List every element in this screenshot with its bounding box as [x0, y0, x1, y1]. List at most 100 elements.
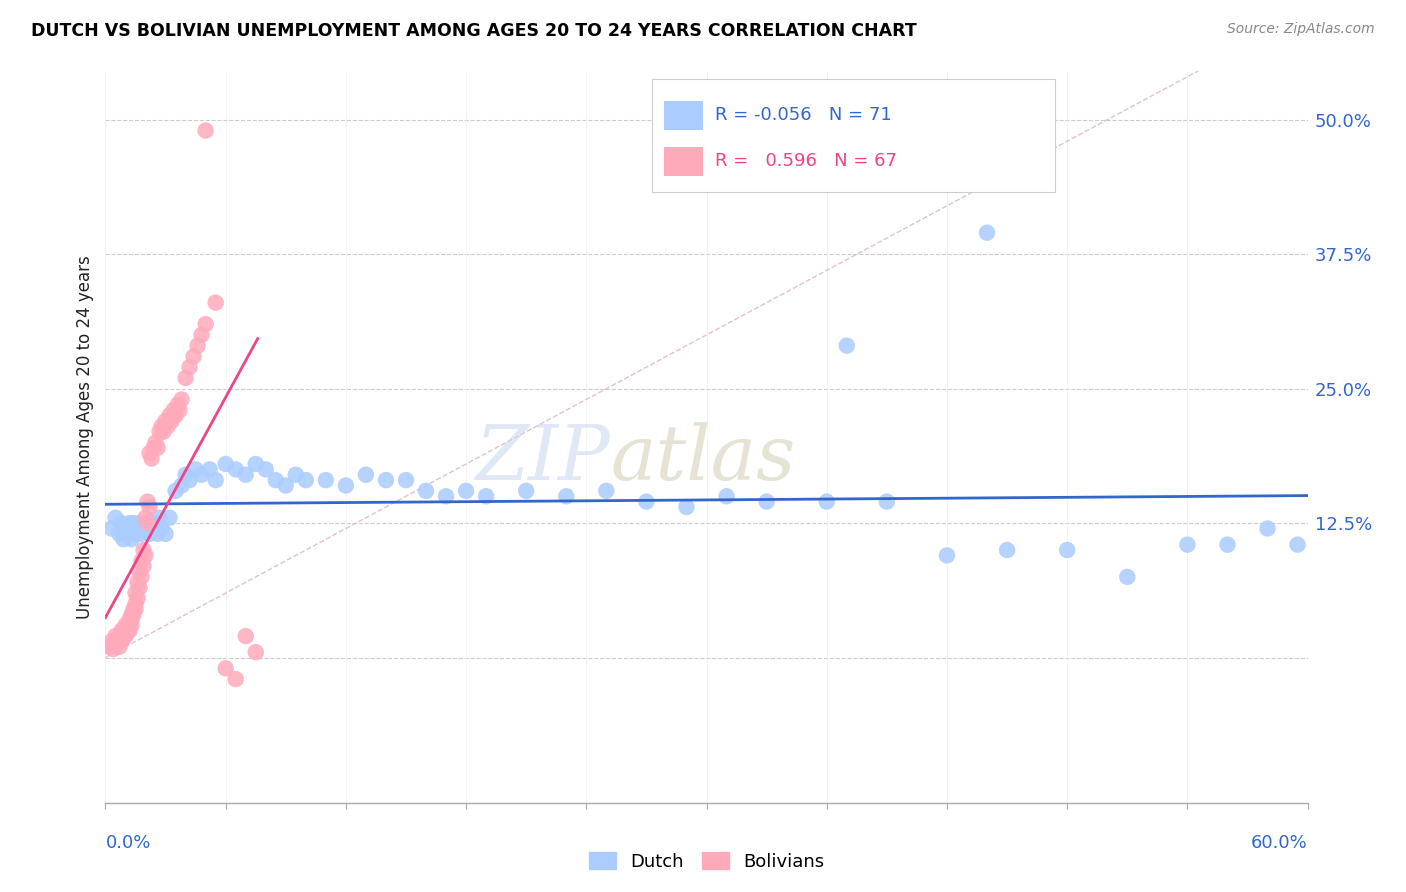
Point: [110, 516, 132, 530]
Point: [675, 500, 697, 514]
Point: [835, 339, 858, 353]
Point: [274, 478, 297, 492]
Point: [114, 629, 136, 643]
Point: [264, 473, 287, 487]
Legend: Dutch, Bolivians: Dutch, Bolivians: [582, 846, 831, 878]
Point: [245, 457, 267, 471]
Point: [179, 360, 201, 375]
Text: atlas: atlas: [610, 422, 796, 496]
Point: [415, 483, 437, 498]
Point: [118, 516, 141, 530]
Text: 0.0%: 0.0%: [105, 834, 150, 852]
Point: [184, 462, 207, 476]
Point: [124, 527, 146, 541]
Point: [121, 613, 143, 627]
Point: [108, 629, 131, 643]
Point: [148, 510, 170, 524]
Point: [995, 543, 1018, 558]
Point: [190, 467, 212, 482]
Point: [132, 559, 155, 574]
Point: [187, 339, 209, 353]
Point: [1257, 521, 1279, 535]
Point: [169, 403, 191, 417]
Point: [150, 419, 173, 434]
Point: [117, 624, 139, 638]
Point: [122, 602, 145, 616]
Point: [1177, 538, 1199, 552]
Point: [136, 494, 159, 508]
Point: [198, 462, 221, 476]
Point: [127, 591, 149, 606]
Point: [141, 516, 163, 530]
Point: [107, 634, 129, 648]
Text: ZIP: ZIP: [475, 422, 610, 496]
Point: [104, 510, 127, 524]
Point: [131, 527, 153, 541]
Point: [716, 489, 738, 503]
Point: [121, 618, 143, 632]
Point: [194, 317, 217, 331]
Point: [235, 467, 257, 482]
Point: [152, 425, 174, 439]
Point: [395, 473, 418, 487]
Point: [475, 489, 498, 503]
Point: [1286, 538, 1309, 552]
Text: R =   0.596   N = 67: R = 0.596 N = 67: [714, 153, 897, 170]
Point: [190, 327, 212, 342]
Point: [225, 462, 247, 476]
Point: [315, 473, 337, 487]
Point: [174, 371, 197, 385]
Point: [131, 554, 153, 568]
Point: [636, 494, 658, 508]
Point: [108, 640, 131, 654]
Point: [114, 618, 136, 632]
Point: [254, 462, 277, 476]
Point: [145, 516, 167, 530]
Point: [156, 419, 179, 434]
Point: [245, 645, 267, 659]
Text: R = -0.056   N = 71: R = -0.056 N = 71: [714, 105, 891, 123]
Point: [142, 441, 165, 455]
Point: [112, 533, 135, 547]
Point: [136, 516, 159, 530]
Point: [110, 634, 132, 648]
Point: [162, 403, 184, 417]
Point: [122, 607, 145, 622]
Point: [204, 295, 226, 310]
Point: [135, 549, 157, 563]
Point: [150, 521, 173, 535]
Point: [100, 634, 122, 648]
Point: [815, 494, 838, 508]
Point: [124, 597, 146, 611]
Point: [155, 527, 177, 541]
Point: [165, 409, 187, 423]
Point: [515, 483, 537, 498]
Point: [127, 521, 149, 535]
Point: [135, 516, 157, 530]
Text: Source: ZipAtlas.com: Source: ZipAtlas.com: [1227, 22, 1375, 37]
Point: [103, 642, 125, 657]
Point: [146, 441, 169, 455]
Point: [118, 624, 141, 638]
Point: [100, 521, 122, 535]
Point: [159, 409, 181, 423]
Point: [335, 478, 357, 492]
Point: [179, 473, 201, 487]
Point: [141, 451, 163, 466]
Point: [174, 467, 197, 482]
Point: [110, 624, 132, 638]
Point: [121, 533, 143, 547]
Point: [104, 629, 127, 643]
Point: [1116, 570, 1139, 584]
Point: [124, 602, 146, 616]
Point: [165, 483, 187, 498]
Point: [145, 435, 167, 450]
Point: [354, 467, 377, 482]
Point: [146, 527, 169, 541]
Point: [284, 467, 307, 482]
FancyBboxPatch shape: [652, 78, 1054, 192]
Point: [160, 414, 183, 428]
Point: [755, 494, 778, 508]
Point: [214, 457, 236, 471]
Point: [159, 510, 181, 524]
